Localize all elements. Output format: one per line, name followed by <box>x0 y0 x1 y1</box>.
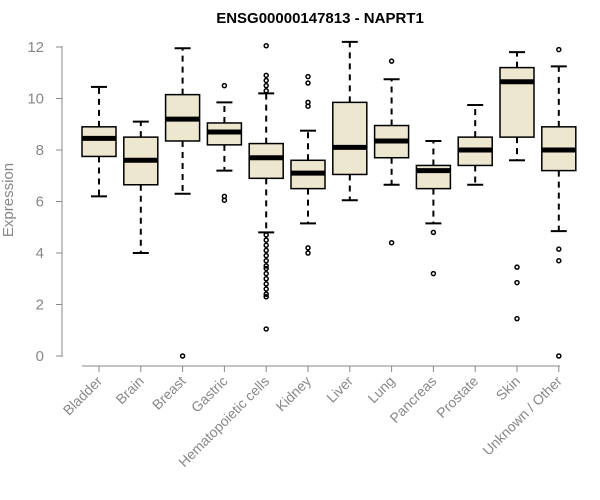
box-lung <box>373 58 410 246</box>
outlier-point <box>305 250 311 256</box>
outlier-point <box>263 88 269 94</box>
box-bladder <box>81 85 117 198</box>
outlier-point <box>430 229 437 236</box>
iqr-box <box>81 126 117 158</box>
iqr-box <box>499 66 535 138</box>
y-tick-label: 6 <box>36 194 44 211</box>
outlier-point <box>263 252 269 259</box>
y-tick-label: 0 <box>36 348 44 365</box>
outlier-point <box>430 270 437 277</box>
boxes-group <box>81 40 577 359</box>
outlier-point <box>263 263 269 269</box>
box-gastric <box>206 82 243 203</box>
x-tick-label: Skin <box>493 373 524 404</box>
y-ticks: 0 2 4 6 8 10 12 <box>27 39 62 365</box>
outlier-point <box>305 245 311 251</box>
y-tick-label: 2 <box>36 297 44 314</box>
y-tick-label: 10 <box>27 91 44 108</box>
x-tick-label: Brain <box>112 373 146 407</box>
outlier-point <box>388 58 395 64</box>
box-pancreas <box>415 139 452 277</box>
x-tick-label: Kidney <box>273 373 315 415</box>
x-tick-label: Breast <box>149 373 189 413</box>
box-unknown-other <box>541 46 577 359</box>
y-tick-label: 12 <box>27 39 44 56</box>
outlier-point <box>556 246 562 252</box>
box-prostate <box>457 103 493 186</box>
outlier-point <box>305 73 311 80</box>
outlier-point <box>514 264 520 270</box>
x-tick-label: Prostate <box>433 373 481 421</box>
outlier-point <box>263 291 269 297</box>
box-skin <box>499 51 535 322</box>
outlier-point <box>263 270 269 277</box>
outlier-point <box>514 279 520 286</box>
chart-title: ENSG00000147813 - NAPRT1 <box>216 10 424 27</box>
x-tick-label: Bladder <box>60 373 106 419</box>
outlier-point <box>305 80 311 86</box>
outlier-point <box>263 242 269 249</box>
outlier-point <box>305 103 311 109</box>
y-axis-label: Expression <box>0 163 17 237</box>
outlier-point <box>263 276 269 282</box>
x-tick-label: Liver <box>323 373 356 406</box>
box-brain <box>123 120 159 254</box>
outlier-point <box>221 82 228 89</box>
outlier-point <box>263 257 269 264</box>
outlier-point <box>263 237 269 243</box>
outlier-point <box>179 353 186 359</box>
outlier-point <box>556 257 562 264</box>
x-tick-label: Lung <box>364 373 397 406</box>
outlier-point <box>556 46 562 53</box>
outlier-point <box>514 315 520 322</box>
box-liver <box>332 40 368 202</box>
outlier-point <box>263 82 269 89</box>
iqr-box <box>332 101 368 176</box>
outlier-point <box>263 281 269 287</box>
outlier-point <box>263 72 269 79</box>
box-breast <box>164 47 201 359</box>
outlier-point <box>263 286 269 292</box>
outlier-point <box>263 294 269 300</box>
outlier-point <box>556 353 562 359</box>
box-hematopoietic-cells <box>248 42 284 332</box>
x-tick-label: Unknown / Other <box>479 373 565 459</box>
outlier-point <box>263 77 269 84</box>
y-tick-label: 8 <box>36 142 44 159</box>
outlier-point <box>221 197 228 203</box>
iqr-box <box>248 142 284 180</box>
outlier-point <box>388 239 395 246</box>
outlier-point <box>263 42 269 49</box>
outlier-point <box>263 247 269 254</box>
box-kidney <box>290 73 326 256</box>
outlier-point <box>263 265 269 272</box>
outlier-point <box>263 326 269 332</box>
outlier-point <box>263 232 269 238</box>
y-tick-label: 4 <box>36 245 44 262</box>
